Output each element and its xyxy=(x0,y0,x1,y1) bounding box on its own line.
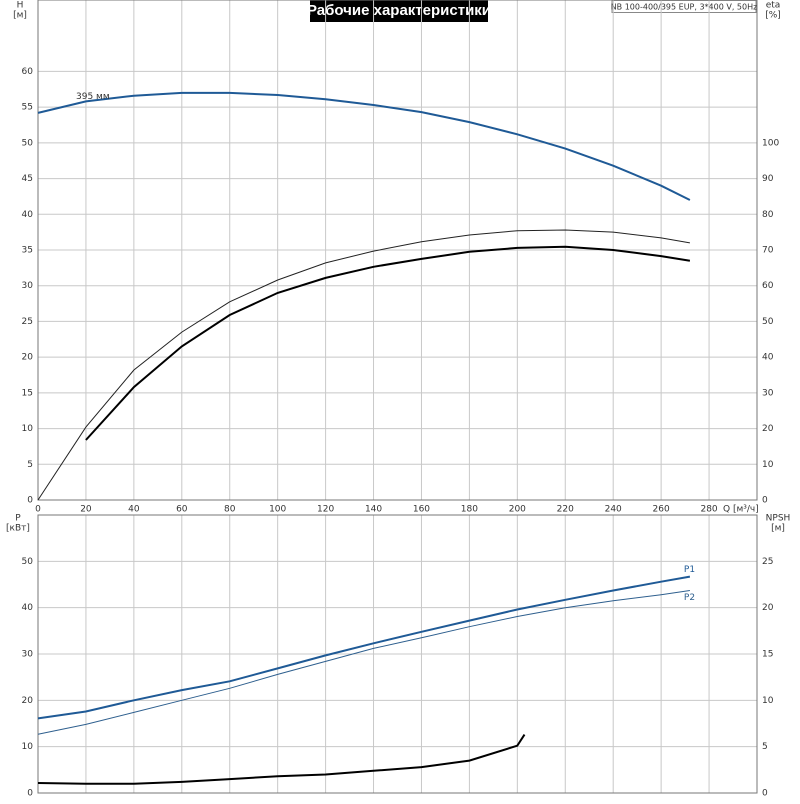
y-axis-label: H xyxy=(17,1,24,11)
y-tick-label: 45 xyxy=(22,174,33,184)
x-tick-label: 80 xyxy=(224,505,236,515)
y-tick-label: 5 xyxy=(27,460,33,470)
plot-frame xyxy=(37,0,758,501)
x-tick-label: 60 xyxy=(176,505,188,515)
y-tick-label: 20 xyxy=(22,696,34,706)
y-tick-label: 55 xyxy=(22,103,33,113)
series-line xyxy=(37,734,526,785)
y2-tick-label: 80 xyxy=(762,210,774,220)
y-tick-label: 40 xyxy=(22,210,34,220)
series-label: P2 xyxy=(684,593,695,603)
series-line xyxy=(37,575,691,720)
y2-tick-label: 10 xyxy=(762,696,774,706)
y2-tick-label: 90 xyxy=(762,174,774,184)
x-tick-label: 220 xyxy=(557,505,574,515)
y-tick-label: 35 xyxy=(22,246,33,256)
x-tick-label: 200 xyxy=(509,505,526,515)
x-tick-label: 160 xyxy=(413,505,430,515)
y2-tick-label: 10 xyxy=(762,460,774,470)
y-tick-label: 10 xyxy=(22,742,34,752)
y-tick-label: 60 xyxy=(22,67,34,77)
y-tick-label: 0 xyxy=(27,789,33,799)
y2-axis-unit: [%] xyxy=(765,11,781,21)
x-tick-label: 40 xyxy=(128,505,140,515)
title-box xyxy=(310,0,488,22)
y2-axis-label: eta xyxy=(766,1,781,11)
x-tick-label: 0 xyxy=(35,505,41,515)
y-tick-label: 50 xyxy=(22,138,34,148)
y2-tick-label: 60 xyxy=(762,281,774,291)
x-tick-label: 100 xyxy=(269,505,286,515)
y2-tick-label: 15 xyxy=(762,650,773,660)
chart-title: Рабочие характеристики xyxy=(307,2,491,19)
x-tick-label: 140 xyxy=(365,505,382,515)
y2-axis-label: NPSH xyxy=(766,514,791,524)
y2-tick-label: 50 xyxy=(762,317,774,327)
y-tick-label: 10 xyxy=(22,424,34,434)
y-tick-label: 15 xyxy=(22,388,33,398)
y2-tick-label: 0 xyxy=(762,789,768,799)
y-axis-label: P xyxy=(15,514,21,524)
info-text: NB 100-400/395 EUP, 3*400 V, 50Hz xyxy=(611,3,758,12)
x-tick-label: 20 xyxy=(80,505,92,515)
y2-tick-label: 20 xyxy=(762,424,774,434)
x-tick-label: 280 xyxy=(700,505,717,515)
y2-tick-label: 70 xyxy=(762,246,774,256)
y-tick-label: 20 xyxy=(22,353,34,363)
series-line xyxy=(37,229,690,501)
x-axis-label: Q [м³/ч] xyxy=(723,505,759,515)
x-tick-label: 120 xyxy=(317,505,334,515)
y2-tick-label: 25 xyxy=(762,557,773,567)
plot-frame xyxy=(37,514,758,794)
series-line xyxy=(37,590,690,735)
x-tick-label: 260 xyxy=(653,505,670,515)
x-tick-label: 240 xyxy=(605,505,622,515)
y2-tick-label: 30 xyxy=(762,388,774,398)
y-tick-label: 50 xyxy=(22,557,34,567)
y-tick-label: 30 xyxy=(22,650,34,660)
y-axis-unit: [кВт] xyxy=(6,524,30,534)
y-tick-label: 40 xyxy=(22,603,34,613)
annotation: 395 мм xyxy=(76,92,110,102)
series-label: P1 xyxy=(684,565,695,575)
series-line xyxy=(37,91,691,201)
series-line xyxy=(85,245,691,441)
y2-tick-label: 100 xyxy=(762,138,779,148)
y-tick-label: 30 xyxy=(22,281,34,291)
y-tick-label: 0 xyxy=(27,496,33,506)
x-tick-label: 180 xyxy=(461,505,478,515)
y2-tick-label: 5 xyxy=(762,742,768,752)
y-axis-unit: [м] xyxy=(13,11,27,21)
y2-tick-label: 0 xyxy=(762,496,768,506)
y2-tick-label: 40 xyxy=(762,353,774,363)
y2-axis-unit: [м] xyxy=(771,524,785,534)
y2-tick-label: 20 xyxy=(762,603,774,613)
y-tick-label: 25 xyxy=(22,317,33,327)
